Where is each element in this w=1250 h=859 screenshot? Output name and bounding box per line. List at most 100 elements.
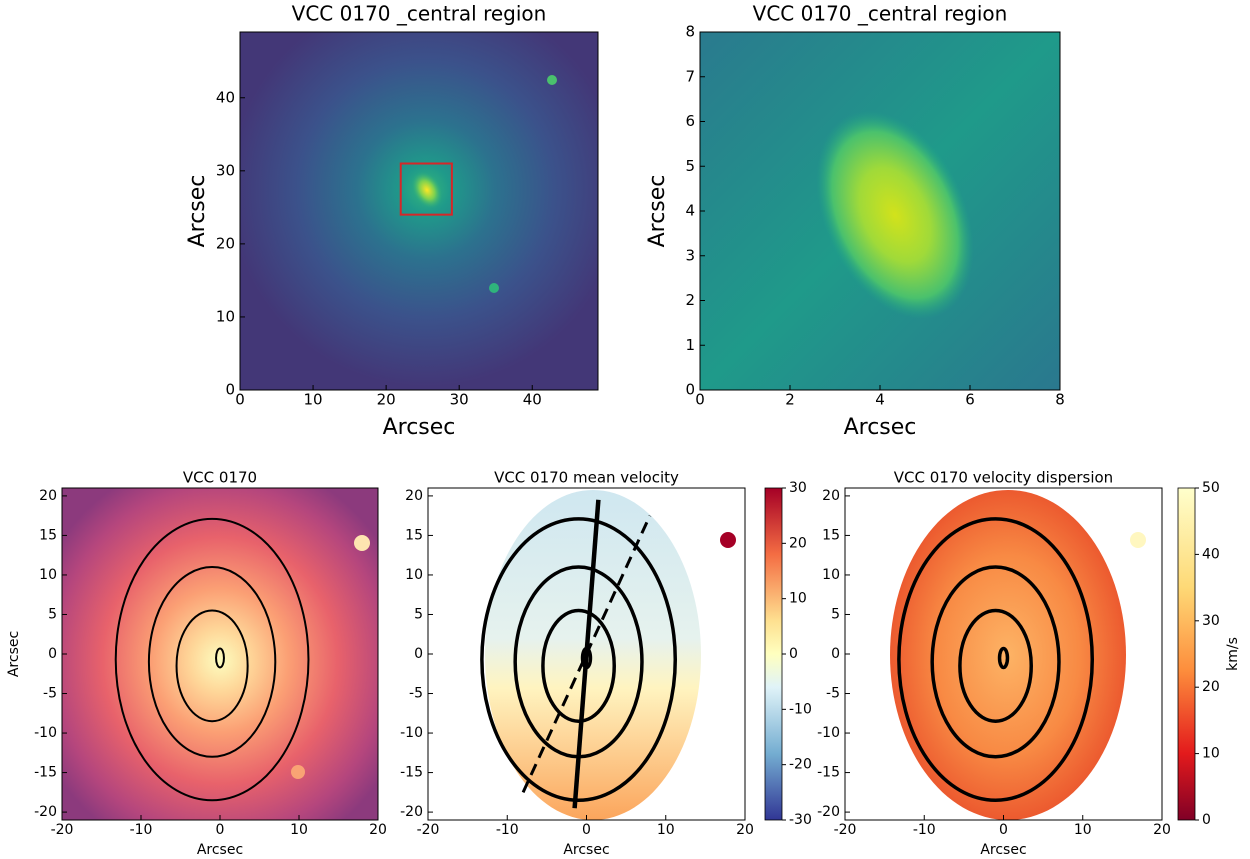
image-feature bbox=[816, 111, 974, 319]
x-tick-label: -10 bbox=[130, 822, 153, 838]
x-tick-label: 0 bbox=[695, 391, 705, 409]
x-tick-label: 10 bbox=[304, 391, 323, 409]
colorbar-tick-label: 10 bbox=[789, 591, 807, 607]
x-axis-label: Arcsec bbox=[563, 842, 609, 858]
ellipse bbox=[480, 517, 678, 802]
x-axis-label: Arcsec bbox=[383, 415, 456, 440]
y-tick-label: 10 bbox=[39, 567, 57, 583]
y-tick-label: -5 bbox=[826, 686, 840, 702]
x-tick-label: 0 bbox=[582, 822, 591, 838]
x-tick-label: 8 bbox=[1055, 391, 1065, 409]
chart-title: VCC 0170 mean velocity bbox=[494, 469, 679, 487]
colorbar-tick-label: 30 bbox=[1202, 613, 1220, 629]
colorbar-tick-label: 0 bbox=[1202, 812, 1211, 828]
image-feature bbox=[1130, 532, 1146, 548]
y-tick-label: 30 bbox=[216, 161, 235, 179]
y-tick-label: -15 bbox=[817, 765, 840, 781]
y-tick-label: 5 bbox=[685, 157, 695, 175]
ellipse bbox=[175, 609, 249, 723]
y-tick-label: 7 bbox=[685, 67, 695, 85]
highlight-box bbox=[399, 162, 453, 216]
y-tick-label: 15 bbox=[39, 527, 57, 543]
colorbar-tick-label: 30 bbox=[789, 480, 807, 496]
x-tick-label: -10 bbox=[913, 822, 936, 838]
image-feature bbox=[720, 532, 736, 548]
x-tick-label: 20 bbox=[736, 822, 754, 838]
ellipse bbox=[541, 608, 616, 723]
y-tick-label: 0 bbox=[685, 381, 695, 399]
y-tick-label: 0 bbox=[225, 381, 235, 399]
colorbar-tick-label: -10 bbox=[789, 701, 812, 717]
y-tick-label: -10 bbox=[817, 725, 840, 741]
y-axis-label: Arcsec bbox=[185, 175, 210, 248]
colorbar bbox=[764, 487, 783, 821]
y-tick-label: -20 bbox=[817, 804, 840, 820]
x-tick-label: 2 bbox=[785, 391, 795, 409]
x-tick-label: -20 bbox=[417, 822, 440, 838]
y-tick-label: 0 bbox=[831, 646, 840, 662]
y-tick-label: -15 bbox=[400, 765, 423, 781]
y-tick-label: 2 bbox=[685, 291, 695, 309]
y-tick-label: 5 bbox=[414, 606, 423, 622]
y-tick-label: 5 bbox=[831, 606, 840, 622]
y-tick-label: 20 bbox=[216, 234, 235, 252]
image-feature bbox=[354, 535, 370, 551]
x-tick-label: 30 bbox=[450, 391, 469, 409]
colorbar-tick-label: 50 bbox=[1202, 480, 1220, 496]
ellipse bbox=[997, 646, 1010, 670]
x-tick-label: 20 bbox=[377, 391, 396, 409]
ellipse bbox=[114, 517, 310, 802]
y-tick-label: 1 bbox=[685, 336, 695, 354]
colorbar-label: km/s bbox=[1225, 637, 1241, 671]
y-tick-label: -15 bbox=[34, 765, 57, 781]
colorbar-tick-label: -30 bbox=[789, 812, 812, 828]
ellipse bbox=[958, 608, 1033, 723]
y-tick-label: -10 bbox=[34, 725, 57, 741]
y-tick-label: -5 bbox=[43, 686, 57, 702]
image bbox=[62, 488, 378, 820]
chart-title: VCC 0170 bbox=[183, 469, 257, 487]
x-axis-label: Arcsec bbox=[844, 415, 917, 440]
axis-line bbox=[521, 515, 652, 793]
chart-title: VCC 0170 _central region bbox=[753, 2, 1008, 26]
y-tick-label: 5 bbox=[48, 606, 57, 622]
chart-title: VCC 0170 _central region bbox=[292, 2, 547, 26]
x-tick-label: -20 bbox=[834, 822, 857, 838]
x-tick-label: 20 bbox=[369, 822, 387, 838]
y-tick-label: 40 bbox=[216, 88, 235, 106]
ellipse bbox=[930, 565, 1061, 759]
x-tick-label: 6 bbox=[965, 391, 975, 409]
colorbar-tick-label: -20 bbox=[789, 757, 812, 773]
y-tick-label: 4 bbox=[685, 202, 695, 220]
y-axis-label: Arcsec bbox=[6, 631, 22, 677]
x-tick-label: 0 bbox=[216, 822, 225, 838]
x-axis-label: Arcsec bbox=[197, 842, 243, 858]
axes-frame bbox=[239, 31, 599, 391]
y-tick-label: 8 bbox=[685, 23, 695, 41]
y-tick-label: 20 bbox=[405, 488, 423, 504]
image-feature bbox=[547, 75, 557, 85]
x-tick-label: 0 bbox=[235, 391, 245, 409]
y-tick-label: 15 bbox=[822, 527, 840, 543]
y-tick-label: 20 bbox=[39, 488, 57, 504]
colorbar bbox=[1177, 487, 1196, 821]
colorbar-tick-label: 10 bbox=[1202, 746, 1220, 762]
x-tick-label: 40 bbox=[523, 391, 542, 409]
y-tick-label: 6 bbox=[685, 112, 695, 130]
image-feature bbox=[291, 765, 305, 779]
y-tick-label: -10 bbox=[400, 725, 423, 741]
image-feature bbox=[411, 171, 443, 209]
image bbox=[240, 32, 598, 390]
colorbar-tick-label: 20 bbox=[1202, 679, 1220, 695]
ellipse bbox=[147, 566, 277, 758]
x-tick-label: -20 bbox=[51, 822, 74, 838]
y-tick-label: 3 bbox=[685, 246, 695, 264]
y-tick-label: 10 bbox=[216, 307, 235, 325]
chart-title: VCC 0170 velocity dispersion bbox=[894, 469, 1113, 487]
colorbar-tick-label: 40 bbox=[1202, 546, 1220, 562]
x-tick-label: 4 bbox=[875, 391, 885, 409]
image-feature bbox=[489, 283, 499, 293]
x-tick-label: 20 bbox=[1153, 822, 1171, 838]
y-axis-label: Arcsec bbox=[645, 175, 670, 248]
